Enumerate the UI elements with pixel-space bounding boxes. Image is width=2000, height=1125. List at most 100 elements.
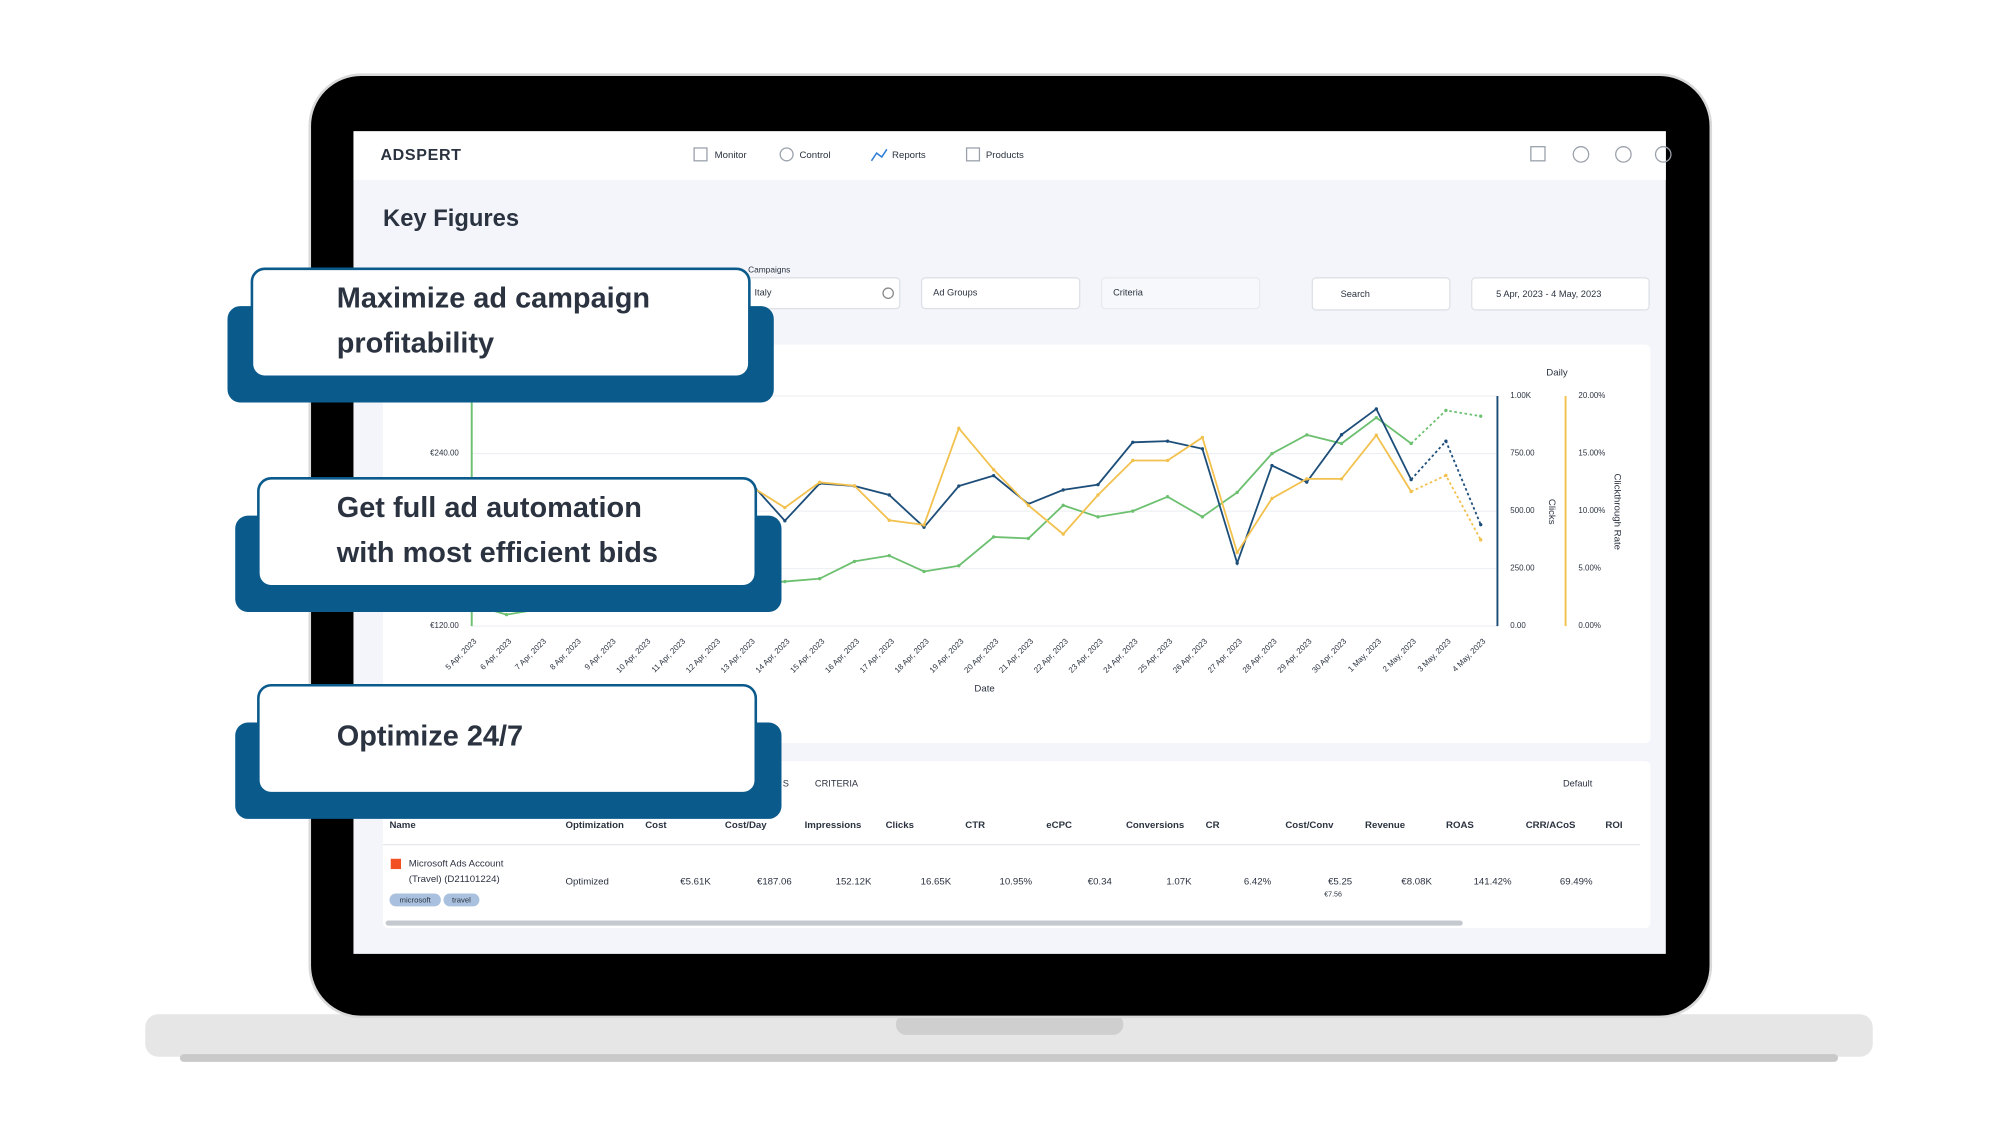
column-header: Name (389, 820, 416, 831)
y3-tick-label: 20.00% (1578, 391, 1605, 400)
y3-tick-label: 10.00% (1578, 506, 1605, 515)
y3-tick-label: 0.00% (1578, 621, 1601, 630)
criteria-box[interactable] (1100, 277, 1261, 310)
date-box[interactable] (1471, 277, 1650, 311)
y2-tick-label: 250.00 (1510, 564, 1535, 573)
y2-tick-label: 0.00 (1510, 621, 1526, 630)
column-header: Cost/Conv (1285, 820, 1334, 831)
ms-icon (390, 858, 402, 870)
column-header: Cost (645, 820, 667, 831)
point (1444, 408, 1448, 413)
y-tick-label: €240.00 (430, 449, 459, 458)
point (1131, 458, 1135, 463)
tag (389, 893, 441, 907)
point (1131, 440, 1135, 444)
nav-item[interactable]: Monitor (715, 150, 748, 161)
cell: 141.42% (1474, 876, 1512, 887)
tag-label: travel (452, 896, 471, 905)
cell: €5.61K (680, 876, 711, 887)
point (887, 553, 891, 558)
x-title: Date (974, 684, 994, 695)
point (1305, 477, 1309, 481)
y-tick-label: €120.00 (430, 621, 459, 630)
point (1200, 435, 1205, 440)
point (1165, 495, 1170, 499)
column-header: ROAS (1446, 820, 1474, 831)
point (991, 468, 996, 472)
row-name: Microsoft Ads Account (409, 858, 504, 869)
column-header: CTR (965, 820, 985, 831)
campaign: Italy (754, 288, 771, 298)
point (1235, 561, 1239, 565)
point (1096, 515, 1100, 519)
view[interactable]: Default (1563, 779, 1593, 789)
callout-text: profitability (337, 327, 494, 359)
cell: €0.34 (1088, 876, 1113, 887)
date-range: 5 Apr, 2023 - 4 May, 2023 (1496, 289, 1601, 299)
search-box[interactable] (1311, 277, 1451, 311)
column-header: Revenue (1365, 820, 1406, 831)
point (1131, 509, 1135, 513)
point (1026, 503, 1031, 508)
nav-item[interactable]: Reports (892, 150, 926, 161)
cell: 152.12K (836, 876, 872, 887)
y2-tick-label: 500.00 (1510, 506, 1535, 515)
point (817, 480, 822, 484)
interval[interactable]: Daily (1546, 367, 1568, 378)
cell: €5.25 (1328, 876, 1352, 887)
callout-box (250, 267, 751, 379)
y2-tick-label: 750.00 (1510, 449, 1535, 458)
cell: €8.08K (1401, 876, 1432, 887)
point (1339, 441, 1344, 446)
cell: 6.42% (1244, 876, 1272, 887)
callout-box (257, 477, 758, 588)
point (957, 564, 961, 568)
point (852, 559, 857, 564)
column-header: Clicks (886, 820, 914, 831)
point (957, 484, 961, 488)
cell: 1.07K (1166, 876, 1192, 887)
point (783, 505, 787, 510)
callout-text: Get full ad automation (337, 492, 642, 524)
column-header: Cost/Day (725, 820, 767, 831)
ad-groups-box[interactable] (920, 277, 1081, 310)
point (1305, 480, 1309, 484)
point (1200, 515, 1205, 519)
laptop-base (145, 1014, 1873, 1057)
scrollbar[interactable] (385, 920, 1463, 926)
point (1409, 489, 1413, 494)
ad-groups: Ad Groups (933, 288, 978, 298)
point (783, 579, 787, 584)
point (852, 484, 857, 488)
point (1270, 496, 1274, 501)
point (504, 612, 509, 617)
nav-item[interactable]: Products (986, 150, 1024, 161)
y3-tick-label: 5.00% (1578, 564, 1601, 573)
y2-title: Clicks (1546, 499, 1557, 525)
point (1270, 463, 1274, 468)
column-header: CRR/ACoS (1526, 820, 1576, 831)
tab[interactable]: S (783, 779, 789, 789)
tab[interactable]: CRITERIA (815, 779, 859, 789)
y3-title: Clickthrough Rate (1611, 473, 1622, 550)
point (1026, 536, 1031, 541)
clear-icon[interactable] (882, 287, 894, 300)
nav-item[interactable]: Control (799, 150, 830, 161)
point (783, 519, 787, 523)
point (957, 426, 961, 430)
reports-icon (870, 148, 888, 162)
point (1165, 439, 1170, 443)
point (991, 535, 996, 539)
callout-text: with most efficient bids (336, 537, 658, 569)
tag-label: microsoft (400, 896, 432, 905)
point (1444, 473, 1448, 478)
point (991, 473, 996, 478)
point (1096, 493, 1100, 497)
search: Search (1341, 289, 1370, 299)
laptop-notch (895, 1014, 1124, 1035)
point (1061, 488, 1065, 492)
point (1374, 433, 1379, 437)
point (887, 493, 891, 497)
column-header: Impressions (805, 820, 862, 831)
nav-icons (693, 146, 1672, 163)
